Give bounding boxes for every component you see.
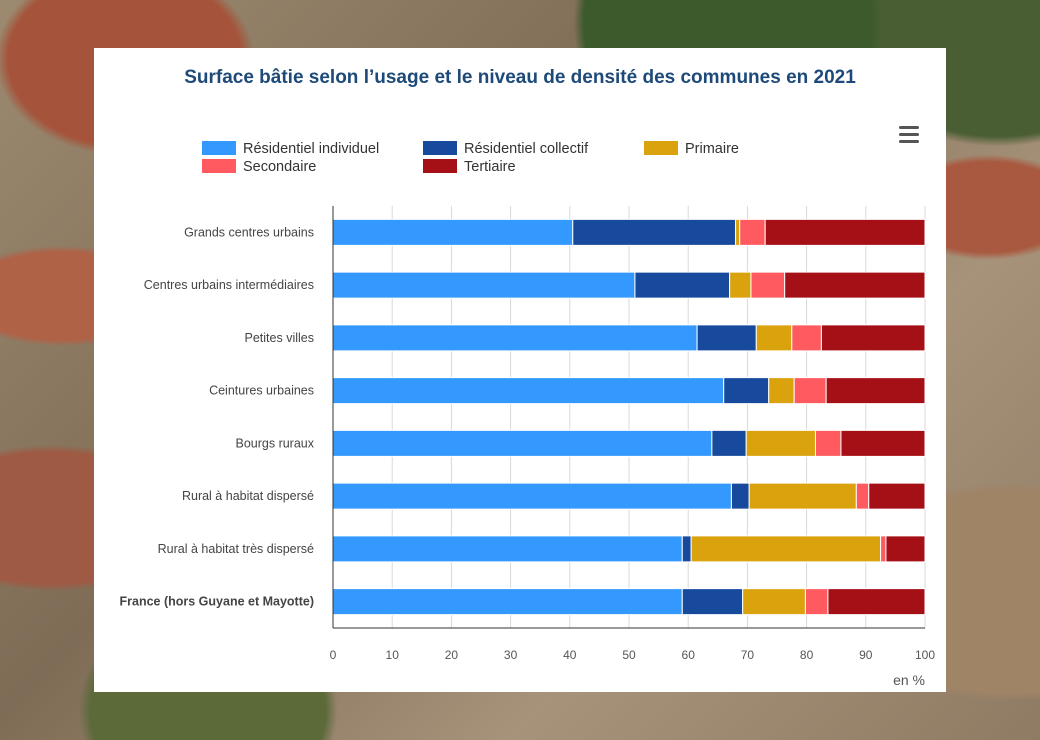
legend-item-residentiel-individuel[interactable]: Résidentiel individuel: [202, 141, 379, 157]
bar-primaire[interactable]: [742, 588, 806, 616]
bar-residentiel-individuel[interactable]: [332, 218, 574, 246]
bar-secondaire[interactable]: [791, 324, 822, 352]
bar-secondaire[interactable]: [793, 377, 827, 405]
x-tick-labels: 0 10 20 30 40 50 60 70 80 90 100: [330, 648, 936, 662]
bar-tertiaire[interactable]: [764, 218, 926, 246]
x-tick-label: 100: [915, 648, 935, 662]
bar-primaire[interactable]: [735, 218, 741, 246]
legend-item-tertiaire[interactable]: Tertiaire: [423, 159, 516, 175]
legend-swatch: [202, 141, 236, 155]
bar-residentiel-collectif[interactable]: [711, 429, 747, 457]
legend-label: Résidentiel individuel: [243, 141, 379, 157]
bar-residentiel-individuel[interactable]: [332, 377, 725, 405]
chart-title: Surface bâtie selon l’usage et le niveau…: [184, 67, 856, 88]
category-labels: Grands centres urbains Centres urbains in…: [120, 225, 315, 608]
category-label: Grands centres urbains: [184, 225, 314, 239]
bar-primaire[interactable]: [745, 429, 816, 457]
bar-tertiaire[interactable]: [820, 324, 926, 352]
axes: [332, 206, 925, 629]
x-tick-label: 90: [859, 648, 873, 662]
x-tick-label: 60: [682, 648, 696, 662]
category-label: Rural à habitat très dispersé: [158, 542, 314, 556]
bar-residentiel-individuel[interactable]: [332, 535, 683, 563]
category-label: Bourgs ruraux: [235, 436, 314, 450]
x-tick-label: 30: [504, 648, 518, 662]
bar-residentiel-collectif[interactable]: [681, 588, 744, 616]
bar-primaire[interactable]: [729, 271, 752, 299]
x-tick-label: 70: [741, 648, 755, 662]
bars: [332, 218, 926, 616]
legend-swatch: [423, 141, 457, 155]
category-label: France (hors Guyane et Mayotte): [120, 595, 315, 609]
x-tick-label: 20: [445, 648, 459, 662]
bar-residentiel-collectif[interactable]: [681, 535, 692, 563]
unit-label: en %: [893, 672, 925, 688]
category-label: Rural à habitat dispersé: [182, 489, 314, 503]
x-tick-label: 10: [386, 648, 400, 662]
bar-secondaire[interactable]: [880, 535, 887, 563]
x-tick-label: 50: [622, 648, 636, 662]
bar-tertiaire[interactable]: [825, 377, 926, 405]
bar-row-bourgs-ruraux: [332, 429, 926, 457]
bar-secondaire[interactable]: [750, 271, 786, 299]
bar-residentiel-collectif[interactable]: [696, 324, 757, 352]
legend-item-residentiel-collectif[interactable]: Résidentiel collectif: [423, 141, 589, 157]
menu-icon[interactable]: [894, 120, 924, 150]
legend-label: Résidentiel collectif: [464, 141, 589, 157]
bar-tertiaire[interactable]: [885, 535, 926, 563]
bar-tertiaire[interactable]: [784, 271, 926, 299]
bar-residentiel-individuel[interactable]: [332, 271, 636, 299]
bar-primaire[interactable]: [748, 482, 857, 510]
bar-residentiel-collectif[interactable]: [572, 218, 737, 246]
grid: [332, 206, 926, 628]
bar-row-rural-a-habitat-disperse: [332, 482, 926, 510]
category-label: Ceintures urbaines: [209, 384, 314, 398]
bar-residentiel-individuel[interactable]: [332, 324, 698, 352]
bar-secondaire[interactable]: [855, 482, 870, 510]
bar-residentiel-collectif[interactable]: [723, 377, 770, 405]
bar-row-petites-villes: [332, 324, 926, 352]
bar-secondaire[interactable]: [804, 588, 829, 616]
bar-row-rural-a-habitat-tres-disperse: [332, 535, 926, 563]
legend-item-secondaire[interactable]: Secondaire: [202, 159, 316, 175]
bar-tertiaire[interactable]: [868, 482, 926, 510]
x-tick-label: 0: [330, 648, 337, 662]
bar-row-france-hors-guyane-et-mayotte: [332, 588, 926, 616]
category-label: Petites villes: [245, 331, 314, 345]
bar-row-ceintures-urbaines: [332, 377, 926, 405]
bar-residentiel-individuel[interactable]: [332, 588, 683, 616]
legend-label: Primaire: [685, 141, 739, 157]
bar-residentiel-collectif[interactable]: [730, 482, 750, 510]
legend: Résidentiel individuel Résidentiel collec…: [202, 141, 739, 175]
bar-primaire[interactable]: [768, 377, 795, 405]
legend-label: Secondaire: [243, 159, 316, 175]
bar-primaire[interactable]: [755, 324, 793, 352]
bar-row-grands-centres-urbains: [332, 218, 926, 246]
bar-row-centres-urbains-intermediaires: [332, 271, 926, 299]
chart: Surface bâtie selon l’usage et le niveau…: [120, 67, 936, 688]
legend-swatch: [644, 141, 678, 155]
category-label: Centres urbains intermédiaires: [144, 278, 314, 292]
legend-label: Tertiaire: [464, 159, 516, 175]
bar-tertiaire[interactable]: [827, 588, 926, 616]
x-tick-label: 40: [563, 648, 577, 662]
bar-primaire[interactable]: [690, 535, 882, 563]
x-tick-label: 80: [800, 648, 814, 662]
bar-secondaire[interactable]: [739, 218, 766, 246]
chart-card: Surface bâtie selon l’usage et le niveau…: [94, 48, 946, 692]
legend-swatch: [202, 159, 236, 173]
legend-item-primaire[interactable]: Primaire: [644, 141, 739, 157]
bar-secondaire[interactable]: [814, 429, 842, 457]
bar-tertiaire[interactable]: [840, 429, 926, 457]
bar-residentiel-collectif[interactable]: [634, 271, 731, 299]
bar-residentiel-individuel[interactable]: [332, 429, 713, 457]
bar-residentiel-individuel[interactable]: [332, 482, 732, 510]
legend-swatch: [423, 159, 457, 173]
